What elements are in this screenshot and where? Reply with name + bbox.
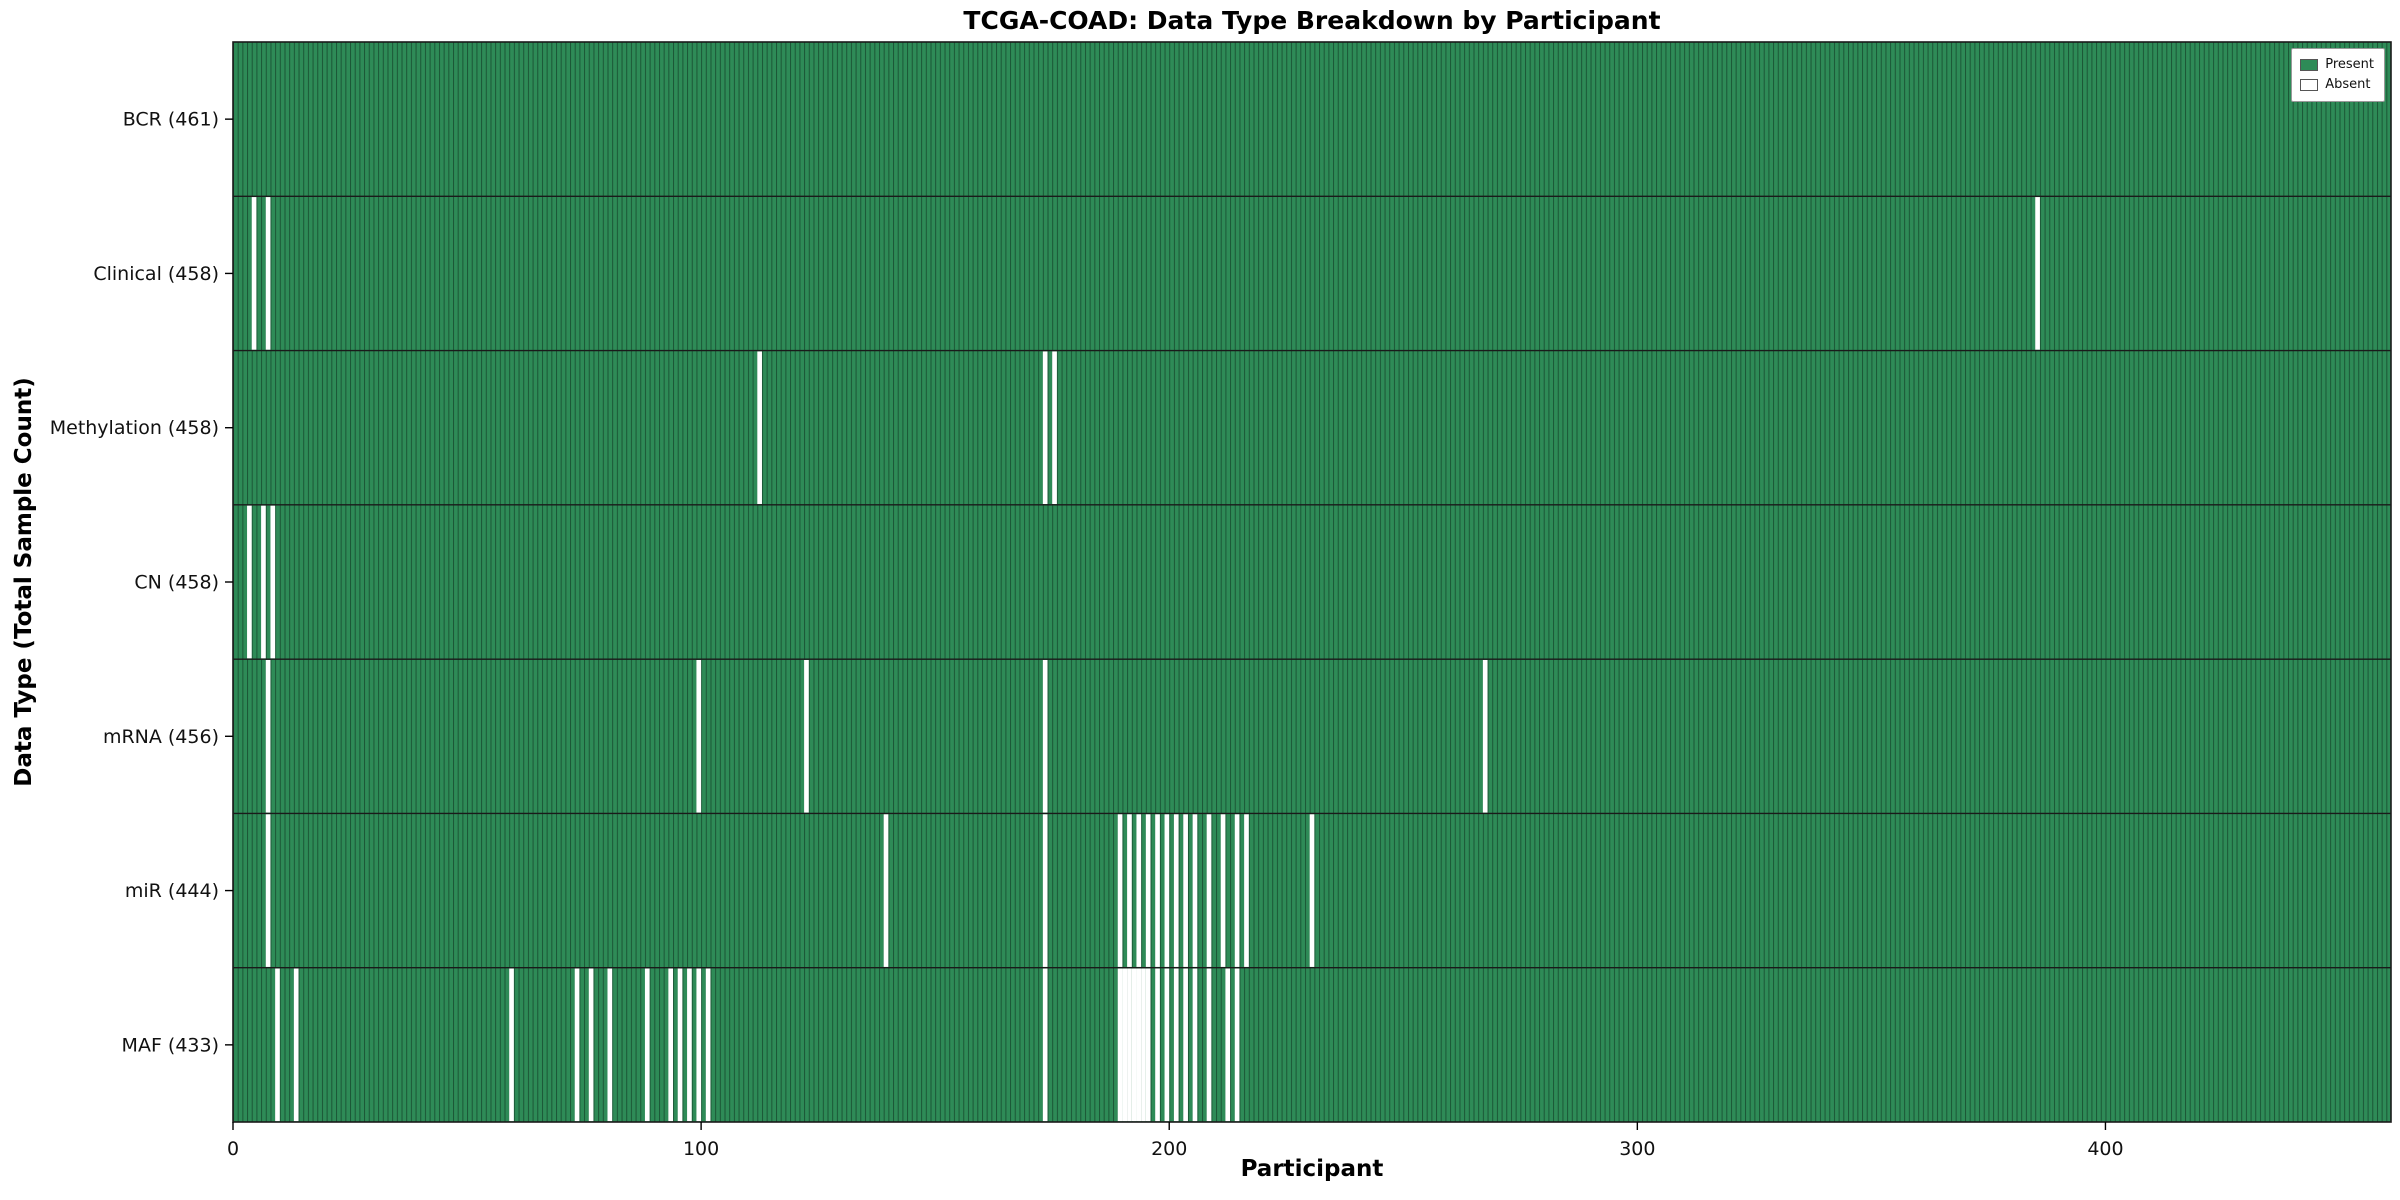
absent-cell-miR (1206, 814, 1212, 967)
absent-cell-CN (261, 505, 266, 659)
absent-cell-MAF (607, 968, 613, 1122)
y-tick-label-MAF: MAF (433) (122, 1034, 219, 1056)
absent-cell-MAF (275, 968, 280, 1122)
absent-cell-mRNA (696, 659, 702, 813)
absent-cell-MAF (668, 968, 674, 1122)
absent-cell-miR (1220, 814, 1226, 967)
y-tick-label-mRNA: mRNA (456) (103, 726, 219, 748)
absent-cell-MAF (1136, 968, 1142, 1122)
absent-cell-miR (265, 814, 271, 967)
absent-cell-MAF (1206, 968, 1212, 1122)
absent-cell-MAF (1234, 968, 1240, 1122)
x-axis-label: Participant (1240, 1156, 1384, 1182)
absent-cell-MAF (1183, 968, 1188, 1122)
absent-cell-CN (270, 505, 276, 659)
x-tick-label-100: 100 (683, 1138, 719, 1160)
absent-cell-MAF (1042, 968, 1048, 1122)
absent-cell-mRNA (1482, 659, 1488, 813)
absent-cell-Clinical (251, 197, 257, 350)
absent-cell-mRNA (804, 659, 809, 813)
absent-cell-miR (1309, 814, 1315, 967)
legend: Present Absent (2291, 48, 2385, 103)
absent-cell-MAF (1131, 968, 1137, 1122)
absent-cell-Methylation (1042, 351, 1048, 505)
x-tick-label-400: 400 (2087, 1138, 2123, 1160)
absent-cell-MAF (1127, 968, 1132, 1122)
y-tick-label-Methylation: Methylation (458) (50, 417, 219, 439)
legend-present-label: Present (2325, 57, 2374, 72)
absent-cell-MAF (1141, 968, 1146, 1122)
absent-cell-Clinical (2035, 197, 2040, 350)
absent-cell-CN (247, 505, 252, 659)
absent-cell-MAF (509, 968, 514, 1122)
absent-cell-miR (1155, 814, 1160, 967)
x-tick-label-200: 200 (1151, 1138, 1187, 1160)
absent-cell-MAF (1117, 968, 1123, 1122)
absent-cell-MAF (574, 968, 580, 1122)
legend-item-present: Present (2300, 55, 2374, 75)
absent-cell-miR (1244, 814, 1249, 967)
absent-cell-MAF (1225, 968, 1231, 1122)
absent-cell-miR (1136, 814, 1142, 967)
y-tick-label-Clinical: Clinical (458) (93, 263, 219, 285)
y-tick-label-miR: miR (444) (125, 880, 219, 902)
absent-cell-MAF (1122, 968, 1128, 1122)
y-axis-label: Data Type (Total Sample Count) (11, 377, 37, 787)
absent-cell-miR (1173, 814, 1179, 967)
absent-swatch (2300, 79, 2319, 92)
x-tick-label-300: 300 (1619, 1138, 1655, 1160)
absent-cell-miR (1183, 814, 1188, 967)
absent-cell-MAF (677, 968, 683, 1122)
absent-cell-MAF (1164, 968, 1170, 1122)
absent-cell-miR (1164, 814, 1170, 967)
absent-cell-miR (1192, 814, 1198, 967)
absent-cell-MAF (696, 968, 702, 1122)
absent-cell-MAF (1145, 968, 1151, 1122)
absent-cell-MAF (588, 968, 594, 1122)
legend-absent-label: Absent (2325, 77, 2371, 93)
absent-cell-mRNA (1042, 659, 1048, 813)
absent-cell-miR (1145, 814, 1151, 967)
absent-cell-miR (1117, 814, 1123, 967)
legend-item-absent: Absent (2300, 75, 2374, 95)
absent-cell-Methylation (757, 351, 762, 505)
absent-cell-MAF (1192, 968, 1198, 1122)
y-tick-label-BCR: BCR (461) (123, 109, 219, 131)
absent-cell-Clinical (265, 197, 271, 350)
absent-cell-MAF (293, 968, 299, 1122)
absent-cell-MAF (705, 968, 711, 1122)
absent-cell-MAF (1155, 968, 1160, 1122)
x-tick-label-0: 0 (227, 1138, 239, 1160)
present-swatch (2300, 59, 2319, 72)
absent-cell-Methylation (1052, 351, 1057, 505)
absent-cell-MAF (1173, 968, 1179, 1122)
absent-cell-MAF (644, 968, 650, 1122)
y-tick-label-CN: CN (458) (134, 572, 219, 594)
chart-title: TCGA-COAD: Data Type Breakdown by Partic… (963, 6, 1661, 35)
absent-cell-miR (1127, 814, 1132, 967)
absent-cell-mRNA (265, 659, 271, 813)
absent-cell-miR (1234, 814, 1240, 967)
absent-cell-MAF (687, 968, 692, 1122)
absent-cell-miR (1042, 814, 1048, 967)
absent-cell-miR (883, 814, 889, 967)
